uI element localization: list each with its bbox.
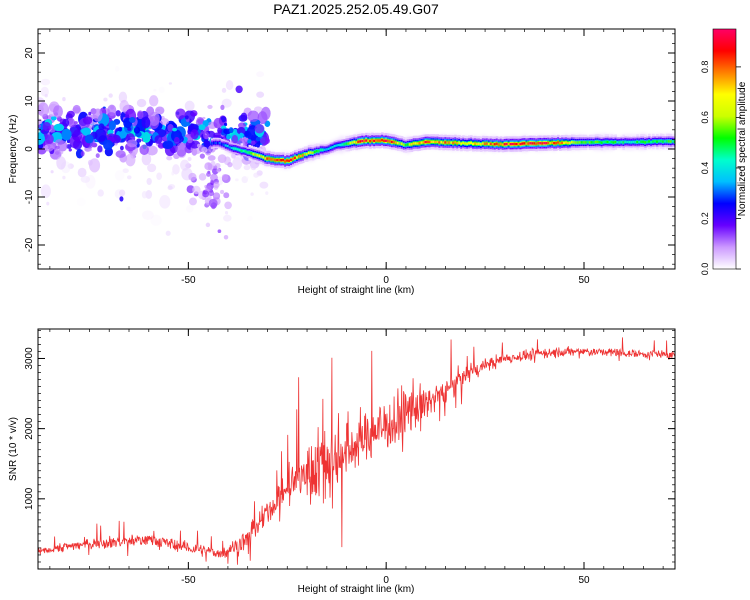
colorbar-gradient bbox=[712, 28, 737, 270]
snr-line-layer bbox=[38, 337, 675, 565]
colorbar-ticks: 0.0 0.2 0.4 0.6 0.8 bbox=[700, 61, 741, 276]
colorbar-tick-label: 0.2 bbox=[700, 212, 710, 225]
colorbar-tick-label: 0.4 bbox=[700, 162, 710, 175]
spectrogram-y-tick-label: 0 bbox=[24, 146, 35, 152]
snr-y-tick-label: 3000 bbox=[24, 347, 35, 370]
snr-series-line bbox=[38, 337, 675, 565]
spectrogram-y-tick-label: -10 bbox=[24, 189, 35, 204]
spectrogram-ridge bbox=[210, 132, 675, 170]
figure-title: PAZ1.2025.252.05.49.G07 bbox=[273, 1, 439, 17]
snr-x-tick-label: -50 bbox=[181, 575, 196, 586]
spectrogram-heatmap bbox=[38, 66, 675, 240]
snr-y-tick-label: 2000 bbox=[24, 417, 35, 440]
snr-x-tick-label: 50 bbox=[578, 575, 590, 586]
colorbar-tick-label: 0.0 bbox=[700, 263, 710, 276]
spectrogram-x-tick-label: 50 bbox=[578, 275, 590, 286]
colorbar-label: Normalized spectral amplitude bbox=[737, 81, 748, 216]
spectrogram-y-tick-label: -20 bbox=[24, 237, 35, 252]
snr-y-axis-label: SNR (10 * v/v) bbox=[8, 417, 19, 481]
spectrogram-x-tick-label: -50 bbox=[181, 275, 196, 286]
colorbar-tick-label: 0.6 bbox=[700, 111, 710, 124]
snr-x-axis-label: Height of straight line (km) bbox=[298, 584, 415, 595]
spectrogram-axes: -50 0 50 -20 -10 0 10 20 bbox=[24, 29, 675, 286]
spectrogram-x-axis-label: Height of straight line (km) bbox=[298, 285, 415, 296]
snr-frame bbox=[37, 328, 676, 570]
snr-axes: -50 0 50 1000 2000 3000 bbox=[24, 329, 675, 586]
spectrogram-y-tick-label: 10 bbox=[24, 95, 35, 107]
spectrogram-x-tick-label: 0 bbox=[383, 275, 389, 286]
spectrogram-panel: -50 0 50 -20 -10 0 10 20 Height of straight lin… bbox=[8, 28, 676, 296]
snr-y-tick-label: 1000 bbox=[24, 487, 35, 510]
spectrogram-noise-blobs bbox=[38, 66, 271, 240]
spectrogram-y-axis-label: Frequency (Hz) bbox=[8, 115, 19, 184]
snr-panel: -50 0 50 1000 2000 3000 Height of straight li… bbox=[8, 328, 676, 595]
colorbar: 0.0 0.2 0.4 0.6 0.8 Normalized spectral ampl… bbox=[700, 28, 748, 276]
snr-x-tick-label: 0 bbox=[383, 575, 389, 586]
spectrogram-y-tick-label: 20 bbox=[24, 47, 35, 59]
colorbar-tick-label: 0.8 bbox=[700, 61, 710, 74]
